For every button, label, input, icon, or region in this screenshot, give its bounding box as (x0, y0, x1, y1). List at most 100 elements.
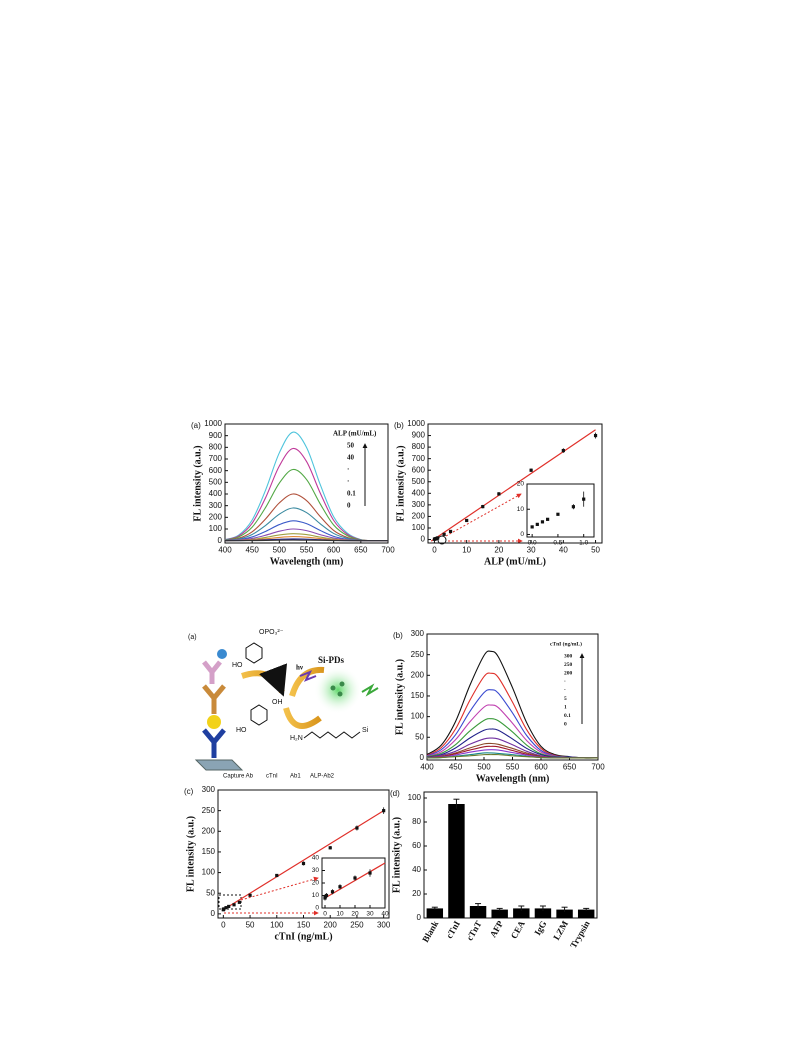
legend-label: 5 (564, 696, 567, 702)
bar (556, 909, 573, 918)
chem-text: OPO₃²⁻ (259, 629, 284, 636)
x-tick-label: 400 (218, 545, 232, 554)
x-tick-label: 30 (366, 911, 374, 918)
legend-label: 250 (564, 662, 573, 668)
plot-frame (526, 483, 595, 538)
x-tick-label: 0.5 (553, 540, 562, 547)
x-tick-label: 500 (273, 545, 287, 554)
bar (469, 906, 487, 918)
x-tick-label: 150 (297, 920, 311, 929)
y-tick-label: 0 (315, 905, 319, 912)
zoom-arrow (240, 876, 319, 901)
y-tick-label: 200 (202, 826, 216, 835)
point (301, 861, 306, 866)
y-tick-label: 600 (209, 466, 223, 475)
y-tick-label: 900 (209, 431, 223, 440)
y-tick-label: 20 (312, 880, 320, 887)
point (368, 871, 372, 875)
x-tick-label: 600 (534, 762, 548, 771)
x-tick-label: Blank (420, 919, 440, 944)
y-tick-label: 50 (206, 888, 215, 897)
benzene-ring (250, 704, 268, 726)
inset-bg (322, 858, 385, 908)
x-tick-label: 0.0 (528, 540, 537, 547)
y-tick-label: 300 (411, 629, 425, 638)
x-axis-label: cTnI (ng/mL) (274, 931, 332, 942)
legend-label: 40 (347, 454, 355, 462)
sipd (330, 685, 336, 691)
plot-frame (427, 423, 603, 544)
point (237, 900, 241, 904)
x-axis-label: ALP (mU/mL) (484, 556, 546, 567)
panel-label: (b) (394, 421, 404, 430)
point (232, 903, 236, 907)
y-tick-label: 20 (412, 889, 421, 898)
y-tick-label: 0 (218, 536, 223, 545)
bar (491, 909, 508, 918)
y-tick-label: 100 (411, 712, 425, 721)
point (593, 433, 598, 438)
chem-text: HO (236, 727, 247, 734)
x-tick-label: 250 (350, 920, 364, 929)
sipd (337, 691, 343, 697)
y-tick-label: 60 (412, 841, 421, 850)
y-tick-label: 0 (417, 913, 422, 922)
point (328, 846, 332, 850)
y-tick-label: 10 (517, 506, 525, 513)
panel-label: (b) (393, 631, 403, 640)
y-axis-label: FL intensity (a.u.) (185, 816, 196, 892)
point (275, 873, 279, 878)
panel-label: (a) (188, 634, 197, 641)
x-tick-label: CEA (509, 919, 527, 941)
y-tick-label: 250 (411, 650, 425, 659)
bar (534, 908, 552, 918)
legend-label: 200 (564, 670, 573, 676)
y-tick-label: 100 (408, 793, 422, 802)
y-tick-label: 0 (211, 909, 216, 918)
x-tick-label: 0 (323, 911, 327, 918)
x-tick-label: LZM (551, 919, 570, 942)
x-tick-label: 0 (432, 545, 437, 554)
x-tick-label: 700 (381, 545, 395, 554)
point (442, 532, 446, 536)
x-tick-label: AFP (488, 919, 506, 940)
y-tick-label: 30 (312, 867, 320, 874)
capture-antibody (202, 728, 226, 758)
ctni (207, 715, 221, 729)
origin-circle (437, 535, 447, 545)
x-tick-label: 550 (506, 762, 520, 771)
point (535, 522, 539, 526)
x-tick-label: 650 (354, 545, 368, 554)
x-tick-label: 20 (351, 911, 359, 918)
x-tick-label: 500 (477, 762, 491, 771)
x-tick-label: 50 (591, 545, 600, 554)
y-tick-label: 900 (412, 431, 426, 440)
panel-label: (c) (184, 787, 194, 796)
y-tick-label: 400 (209, 489, 223, 498)
x-tick-label: 550 (300, 545, 314, 554)
legend-label: · (564, 679, 566, 685)
alp-ab2 (202, 660, 222, 684)
y-tick-label: 20 (517, 481, 525, 488)
plot-frame (224, 423, 389, 544)
reaction-arrow (283, 707, 322, 729)
spectrum (224, 493, 389, 542)
y-tick-label: 10 (312, 892, 320, 899)
zoom-arrow (445, 493, 522, 537)
chem-text: Si (362, 727, 369, 734)
y-tick-label: 300 (412, 500, 426, 509)
y-tick-label: 800 (209, 442, 223, 451)
x-tick-label: cTnT (464, 919, 483, 942)
y-tick-label: 150 (411, 691, 425, 700)
legend-text: ALP-Ab2 (310, 774, 335, 780)
legend-label: 0.1 (347, 490, 356, 498)
y-tick-label: 0 (520, 531, 524, 538)
y-tick-label: 500 (209, 477, 223, 486)
legend-title: ALP (mU/mL) (333, 430, 377, 438)
point (497, 492, 501, 496)
benzene-ring (245, 642, 263, 664)
y-tick-label: 100 (202, 868, 216, 877)
schematic: (a) OPO₃²⁻ HO HO OH Si-PDs hν H₂N Si Cap… (188, 629, 379, 780)
panel-label: (a) (191, 421, 201, 430)
